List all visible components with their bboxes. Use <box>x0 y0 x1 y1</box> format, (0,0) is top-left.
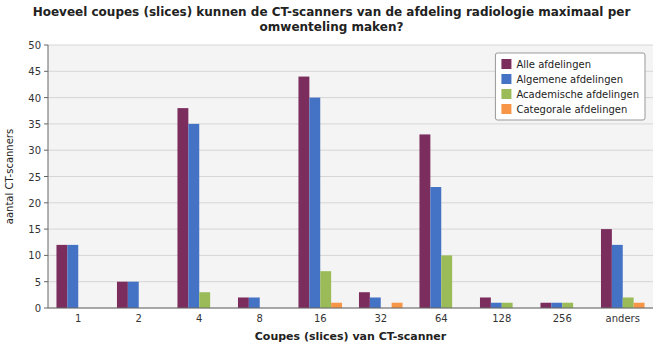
bar <box>502 303 513 308</box>
y-tick <box>44 150 48 151</box>
title-line: Hoeveel coupes (slices) kunnen de CT-sca… <box>33 5 631 19</box>
grid-line <box>48 202 653 203</box>
x-axis-line <box>48 308 653 309</box>
chart-container: Hoeveel coupes (slices) kunnen de CT-sca… <box>0 0 663 348</box>
y-tick-label: 45 <box>28 66 41 77</box>
x-tick-label: 256 <box>553 313 572 324</box>
bar <box>601 229 612 308</box>
x-tick-label: 64 <box>435 313 448 324</box>
y-tick-label: 35 <box>28 119 41 130</box>
bar <box>612 245 623 308</box>
bar <box>238 297 249 308</box>
bar <box>562 303 573 308</box>
bar <box>331 303 342 308</box>
bar <box>199 292 210 308</box>
grid-line <box>48 150 653 151</box>
grid-line <box>48 176 653 177</box>
x-tick-label: 32 <box>374 313 387 324</box>
x-tick-label: 4 <box>196 313 202 324</box>
y-tick <box>44 97 48 98</box>
y-tick-label: 50 <box>28 40 41 51</box>
bar <box>56 245 67 308</box>
legend-item: Categorale afdelingen <box>501 104 627 115</box>
bar <box>309 98 320 308</box>
legend-item: Algemene afdelingen <box>501 74 623 85</box>
x-tick-label: 16 <box>314 313 327 324</box>
y-tick <box>44 123 48 124</box>
y-axis-label: aantal CT-scanners <box>4 129 15 224</box>
bars <box>56 77 644 308</box>
y-tick <box>44 255 48 256</box>
bar <box>634 303 645 308</box>
x-tick-label: 8 <box>257 313 263 324</box>
bar <box>491 303 502 308</box>
legend-label: Algemene afdelingen <box>516 74 623 85</box>
legend-box <box>495 53 645 120</box>
bar <box>359 292 370 308</box>
y-tick <box>44 202 48 203</box>
y-tick-label: 40 <box>28 93 41 104</box>
bar <box>392 303 403 308</box>
y-tick-label: 0 <box>35 303 41 314</box>
y-axis-line <box>48 45 49 308</box>
grid-line <box>48 229 653 230</box>
bar <box>298 77 309 308</box>
legend-item: Academische afdelingen <box>501 89 639 100</box>
bar <box>188 124 199 308</box>
bar <box>370 297 381 308</box>
y-tick <box>44 176 48 177</box>
bar <box>551 303 562 308</box>
bar <box>117 282 128 308</box>
y-tick <box>44 308 48 309</box>
bar <box>128 282 139 308</box>
y-tick <box>44 71 48 72</box>
grid-line <box>48 255 653 256</box>
x-tick-label: anders <box>606 313 640 324</box>
bar <box>177 108 188 308</box>
bar <box>320 271 331 308</box>
y-tick <box>44 281 48 282</box>
grid-line <box>48 308 653 309</box>
x-tick-label: 128 <box>492 313 511 324</box>
y-tick-label: 30 <box>28 145 41 156</box>
title-line: omwenteling maken? <box>260 20 404 34</box>
bar <box>441 255 452 308</box>
grid-line <box>48 45 653 46</box>
legend-item: Alle afdelingen <box>501 59 591 70</box>
bar <box>623 297 634 308</box>
legend-swatch <box>501 74 511 84</box>
y-tick-label: 25 <box>28 172 41 183</box>
legend-label: Academische afdelingen <box>516 89 639 100</box>
legend: Alle afdelingen Algemene afdelingen Academ… <box>495 53 645 120</box>
y-tick-label: 20 <box>28 198 41 209</box>
y-tick-label: 15 <box>28 224 41 235</box>
plot-area <box>48 45 653 308</box>
grid-line <box>48 123 653 124</box>
chart-svg: Hoeveel coupes (slices) kunnen de CT-sca… <box>0 0 663 348</box>
y-tick-label: 10 <box>28 250 41 261</box>
legend-swatch <box>501 89 511 99</box>
x-axis-label: Coupes (slices) van CT-scanner <box>255 330 447 343</box>
title: Hoeveel coupes (slices) kunnen de CT-sca… <box>33 5 631 34</box>
y-tick-label: 5 <box>35 277 41 288</box>
x-tick-label: 1 <box>75 313 81 324</box>
bar <box>67 245 78 308</box>
legend-swatch <box>501 59 511 69</box>
legend-label: Categorale afdelingen <box>516 104 627 115</box>
y-tick <box>44 45 48 46</box>
legend-label: Alle afdelingen <box>516 59 591 70</box>
bar <box>540 303 551 308</box>
bar <box>249 297 260 308</box>
page: {"chart_data": {"type": "bar", "title": … <box>0 0 663 348</box>
y-tick <box>44 229 48 230</box>
bar <box>419 134 430 308</box>
legend-swatch <box>501 104 511 114</box>
bar <box>430 187 441 308</box>
x-tick-label: 2 <box>136 313 142 324</box>
bar <box>480 297 491 308</box>
